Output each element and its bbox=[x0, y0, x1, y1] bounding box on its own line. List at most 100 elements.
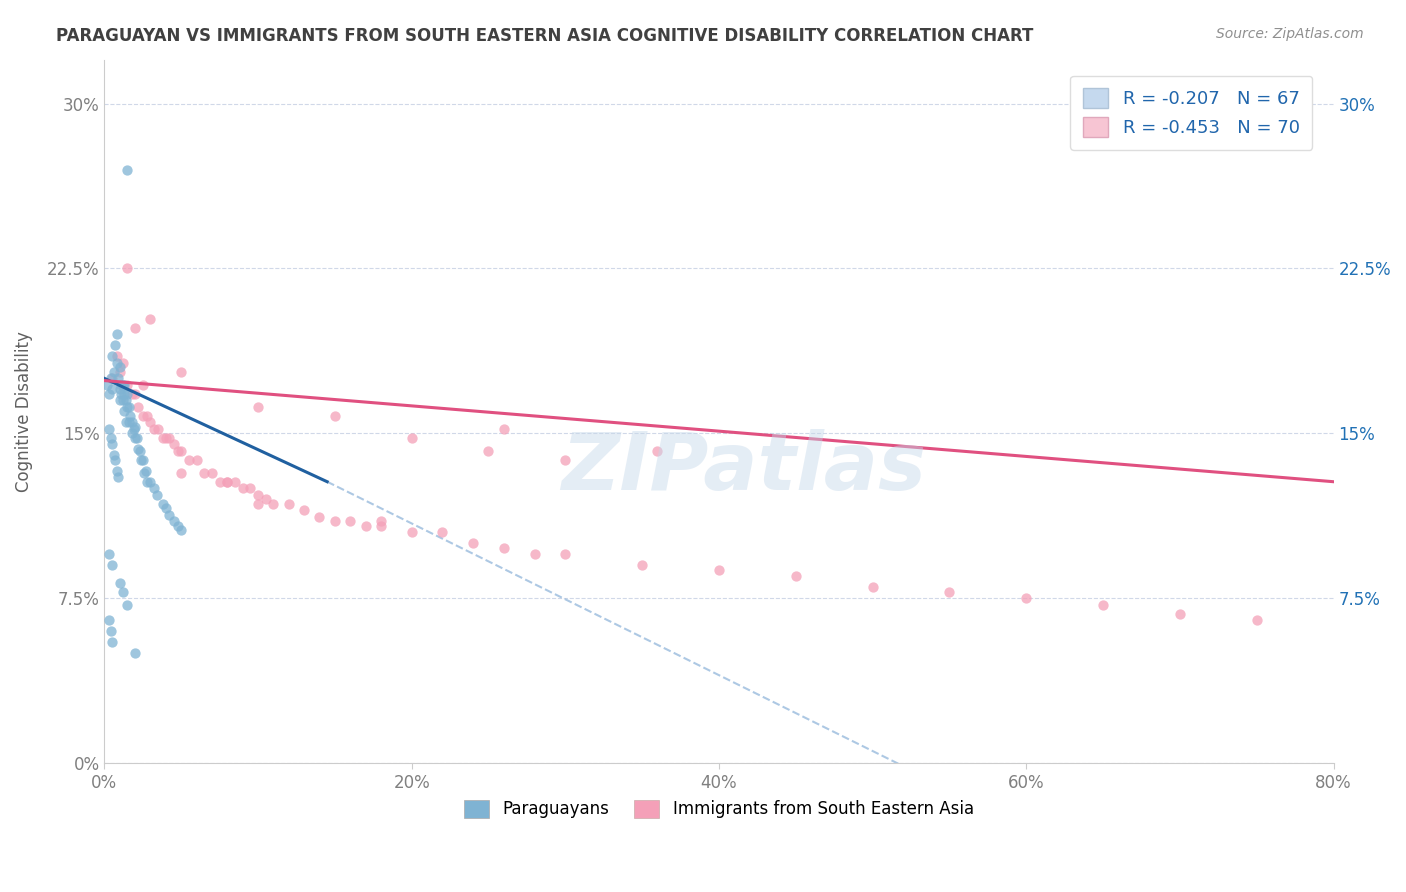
Point bbox=[157, 431, 180, 445]
Point bbox=[707, 563, 730, 577]
Point bbox=[122, 422, 145, 436]
Point bbox=[477, 444, 499, 458]
Point bbox=[111, 393, 134, 408]
Point bbox=[107, 470, 129, 484]
Y-axis label: Cognitive Disability: Cognitive Disability bbox=[15, 331, 32, 491]
Point bbox=[115, 393, 138, 408]
Point bbox=[103, 448, 125, 462]
Point bbox=[128, 444, 150, 458]
Point bbox=[492, 422, 515, 436]
Point bbox=[101, 371, 124, 385]
Point bbox=[108, 383, 131, 397]
Point bbox=[127, 400, 149, 414]
Point bbox=[401, 525, 423, 540]
Point bbox=[96, 378, 118, 392]
Point bbox=[785, 569, 807, 583]
Point bbox=[108, 575, 131, 590]
Point bbox=[323, 514, 346, 528]
Point bbox=[110, 378, 132, 392]
Point bbox=[631, 558, 654, 573]
Point bbox=[98, 386, 121, 401]
Point bbox=[136, 475, 159, 489]
Point bbox=[554, 452, 576, 467]
Point bbox=[125, 431, 148, 445]
Point bbox=[103, 365, 125, 379]
Point bbox=[101, 437, 124, 451]
Point bbox=[145, 488, 167, 502]
Point bbox=[186, 452, 208, 467]
Point bbox=[105, 464, 128, 478]
Point bbox=[1092, 598, 1115, 612]
Text: ZIPatlas: ZIPatlas bbox=[561, 429, 927, 507]
Point bbox=[370, 518, 392, 533]
Point bbox=[108, 360, 131, 375]
Text: PARAGUAYAN VS IMMIGRANTS FROM SOUTH EASTERN ASIA COGNITIVE DISABILITY CORRELATIO: PARAGUAYAN VS IMMIGRANTS FROM SOUTH EAST… bbox=[56, 27, 1033, 45]
Point bbox=[110, 386, 132, 401]
Point bbox=[101, 350, 124, 364]
Point bbox=[177, 452, 200, 467]
Point bbox=[170, 365, 193, 379]
Point bbox=[117, 378, 139, 392]
Point bbox=[112, 378, 135, 392]
Legend: Paraguayans, Immigrants from South Eastern Asia: Paraguayans, Immigrants from South Easte… bbox=[457, 793, 980, 825]
Point bbox=[98, 422, 121, 436]
Point bbox=[111, 378, 134, 392]
Point bbox=[247, 488, 270, 502]
Point bbox=[339, 514, 361, 528]
Point bbox=[155, 431, 177, 445]
Point bbox=[1168, 607, 1191, 621]
Point bbox=[146, 422, 169, 436]
Point bbox=[105, 327, 128, 342]
Point bbox=[124, 386, 146, 401]
Point bbox=[132, 378, 155, 392]
Point bbox=[647, 444, 669, 458]
Point bbox=[262, 497, 284, 511]
Point bbox=[118, 415, 141, 429]
Point bbox=[117, 598, 139, 612]
Point bbox=[247, 497, 270, 511]
Point bbox=[152, 497, 174, 511]
Point bbox=[308, 509, 330, 524]
Point bbox=[136, 409, 159, 423]
Point bbox=[120, 409, 142, 423]
Point bbox=[112, 404, 135, 418]
Point bbox=[432, 525, 454, 540]
Point bbox=[121, 386, 143, 401]
Point bbox=[247, 400, 270, 414]
Point bbox=[117, 400, 139, 414]
Point bbox=[124, 646, 146, 660]
Point bbox=[170, 466, 193, 480]
Point bbox=[101, 635, 124, 649]
Point bbox=[108, 365, 131, 379]
Point bbox=[354, 518, 377, 533]
Point bbox=[118, 400, 141, 414]
Point bbox=[139, 475, 162, 489]
Point bbox=[492, 541, 515, 555]
Point bbox=[155, 501, 177, 516]
Point bbox=[224, 475, 246, 489]
Point bbox=[139, 415, 162, 429]
Point bbox=[152, 431, 174, 445]
Point bbox=[100, 624, 122, 639]
Point bbox=[193, 466, 215, 480]
Text: Source: ZipAtlas.com: Source: ZipAtlas.com bbox=[1216, 27, 1364, 41]
Point bbox=[134, 466, 156, 480]
Point bbox=[277, 497, 299, 511]
Point bbox=[132, 409, 155, 423]
Point bbox=[201, 466, 224, 480]
Point bbox=[117, 162, 139, 177]
Point bbox=[98, 547, 121, 561]
Point bbox=[105, 356, 128, 370]
Point bbox=[127, 442, 149, 456]
Point bbox=[292, 503, 315, 517]
Point bbox=[107, 371, 129, 385]
Point bbox=[129, 452, 152, 467]
Point bbox=[104, 452, 127, 467]
Point bbox=[254, 492, 277, 507]
Point bbox=[108, 393, 131, 408]
Point bbox=[401, 431, 423, 445]
Point bbox=[105, 350, 128, 364]
Point bbox=[862, 580, 884, 594]
Point bbox=[1015, 591, 1038, 606]
Point bbox=[112, 386, 135, 401]
